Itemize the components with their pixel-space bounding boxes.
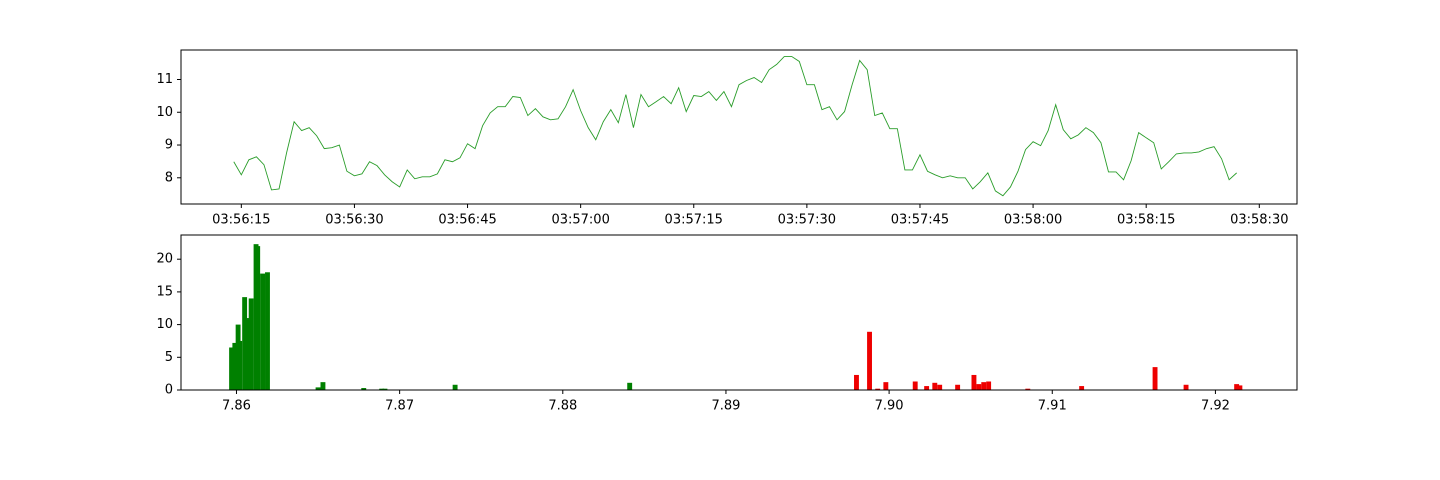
bar (248, 298, 254, 390)
x-tick-label: 03:57:00 (551, 213, 609, 228)
bar (242, 297, 248, 390)
y-tick-label: 10 (156, 105, 173, 120)
bar (265, 272, 270, 390)
bar (1152, 367, 1158, 390)
x-tick-label: 7.90 (875, 399, 904, 414)
x-tick-label: 7.87 (385, 399, 414, 414)
x-tick-label: 03:58:30 (1230, 213, 1288, 228)
x-tick-label: 03:58:15 (1117, 213, 1175, 228)
bar (981, 382, 987, 390)
bar (854, 374, 859, 390)
bar (382, 388, 388, 390)
bar (1237, 385, 1243, 390)
bar (627, 382, 633, 390)
bar (255, 246, 261, 390)
x-tick-label: 7.89 (711, 399, 740, 414)
bar (1234, 384, 1240, 390)
x-tick-label: 7.91 (1038, 399, 1067, 414)
y-tick-label: 8 (165, 170, 173, 185)
x-tick-label: 03:57:30 (778, 213, 836, 228)
y-tick-label: 9 (165, 138, 173, 153)
bar (315, 387, 321, 390)
y-tick-label: 10 (156, 317, 173, 332)
bar (1183, 384, 1189, 390)
y-tick-label: 5 (165, 350, 173, 365)
bar (875, 388, 881, 390)
y-tick-label: 15 (156, 284, 173, 299)
axes-frame (180, 49, 1298, 205)
bar (245, 318, 251, 390)
bar (932, 382, 938, 390)
bar (937, 384, 943, 390)
bar (361, 388, 367, 390)
bar (379, 388, 385, 390)
line-series (233, 56, 1237, 197)
bar (260, 273, 266, 390)
x-tick-label: 7.92 (1201, 399, 1230, 414)
bar (971, 374, 977, 390)
bar (232, 342, 238, 390)
bar (867, 331, 872, 390)
x-tick-label: 03:58:00 (1004, 213, 1062, 228)
bar (1025, 388, 1031, 390)
bar (883, 382, 889, 390)
x-tick-label: 03:56:30 (325, 213, 383, 228)
x-tick-label: 03:56:45 (438, 213, 496, 228)
x-tick-label: 03:56:15 (212, 213, 270, 228)
bar (924, 386, 930, 390)
bar (320, 382, 326, 390)
bar (986, 381, 992, 390)
bar (452, 384, 458, 390)
bar (229, 347, 235, 390)
x-tick-label: 03:57:45 (891, 213, 949, 228)
axes-frame (180, 234, 1298, 391)
x-tick-label: 7.88 (548, 399, 577, 414)
x-tick-label: 7.86 (222, 399, 251, 414)
bar (912, 381, 918, 390)
bar (955, 384, 961, 390)
bar (1079, 386, 1085, 390)
bar (237, 340, 243, 390)
x-tick-label: 03:57:15 (665, 213, 723, 228)
y-tick-label: 0 (165, 383, 173, 398)
y-tick-label: 20 (156, 252, 173, 267)
bar (976, 384, 982, 390)
y-tick-label: 11 (156, 72, 173, 87)
